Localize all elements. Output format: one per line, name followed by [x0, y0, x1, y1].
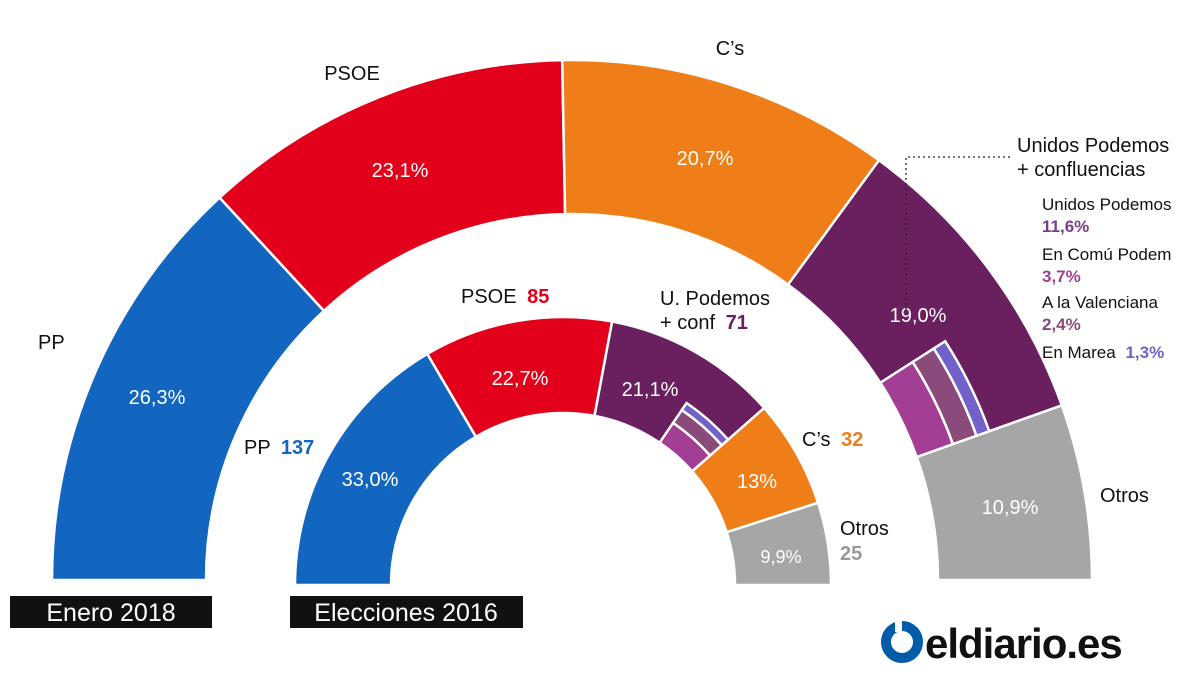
breakdown-value-valenciana: 2,4%: [1042, 315, 1081, 334]
breakdown-value-unidos-podemos: 11,6%: [1042, 217, 1089, 236]
inner-label-pp: PP 137: [244, 437, 314, 459]
breakdown-name-en-marea: En Marea: [1042, 343, 1116, 362]
outer-value-psoe: 23,1%: [372, 160, 429, 182]
inner-name-psoe: PSOE: [461, 286, 517, 308]
outer-chart-label: Enero 2018: [46, 599, 175, 627]
outer-value-pp: 26,3%: [129, 387, 186, 409]
outer-name-otros: Otros: [1100, 485, 1149, 507]
inner-arcs: [293, 315, 833, 587]
inner-name-pp: PP: [244, 437, 270, 459]
breakdown-value-en-marea: 1,3%: [1125, 343, 1164, 362]
inner-seats-otros: 25: [840, 543, 862, 565]
inner-arc-otros: [725, 501, 833, 587]
inner-name-podemos-line1: U. Podemos: [660, 288, 770, 310]
outer-value-cs: 20,7%: [677, 148, 734, 170]
inner-label-podemos-line1: U. Podemos: [660, 288, 770, 310]
outer-name-cs: C’s: [716, 38, 745, 60]
inner-chart-label-bg: [290, 596, 523, 628]
inner-value-podemos: 21,1%: [622, 379, 679, 401]
breakdown-line-en-marea: En Marea 1,3%: [1042, 343, 1164, 362]
inner-seats-psoe: 85: [527, 286, 549, 308]
outer-name-pp: PP: [38, 332, 65, 354]
inner-seats-pp: 137: [281, 437, 314, 459]
inner-value-pp: 33,0%: [342, 469, 399, 491]
inner-name-otros: Otros: [840, 518, 889, 540]
breakdown-name-unidos-podemos: Unidos Podemos: [1042, 195, 1171, 214]
outer-name-psoe: PSOE: [324, 63, 380, 85]
breakdown-name-en-comu: En Comú Podem: [1042, 245, 1171, 264]
logo-ring-notch: [895, 619, 902, 632]
inner-label-psoe: PSOE 85: [461, 286, 549, 308]
outer-chart-label-bg: [10, 596, 212, 628]
outer-name-podemos: Unidos Podemos + confluencias: [1017, 135, 1175, 181]
inner-chart-label: Elecciones 2016: [314, 599, 497, 627]
inner-value-cs: 13%: [737, 471, 777, 493]
inner-seats-podemos: 71: [726, 312, 748, 334]
outer-name-podemos-line1: Unidos Podemos: [1017, 135, 1169, 157]
eldiario-logo: eldiario.es: [881, 619, 1123, 667]
breakdown-list: Unidos Podemos 11,6% En Comú Podem 3,7% …: [1042, 195, 1171, 362]
logo-text: eldiario.es: [925, 620, 1122, 667]
inner-value-psoe: 22,7%: [492, 368, 549, 390]
outer-value-otros: 10,9%: [982, 497, 1039, 519]
outer-arcs: [50, 58, 1094, 582]
outer-arc-otros: [915, 403, 1094, 582]
inner-label-podemos-line2: + conf 71: [660, 312, 748, 334]
outer-name-podemos-line2: + confluencias: [1017, 159, 1145, 181]
inner-value-otros: 9,9%: [760, 547, 801, 567]
inner-name-cs: C’s: [802, 429, 831, 451]
inner-seats-cs: 32: [841, 429, 863, 451]
breakdown-value-en-comu: 3,7%: [1042, 267, 1081, 286]
inner-label-cs: C’s 32: [802, 429, 863, 451]
outer-value-podemos: 19,0%: [890, 305, 947, 327]
breakdown-name-valenciana: A la Valenciana: [1042, 293, 1158, 312]
inner-name-podemos-line2: + conf: [660, 312, 715, 334]
